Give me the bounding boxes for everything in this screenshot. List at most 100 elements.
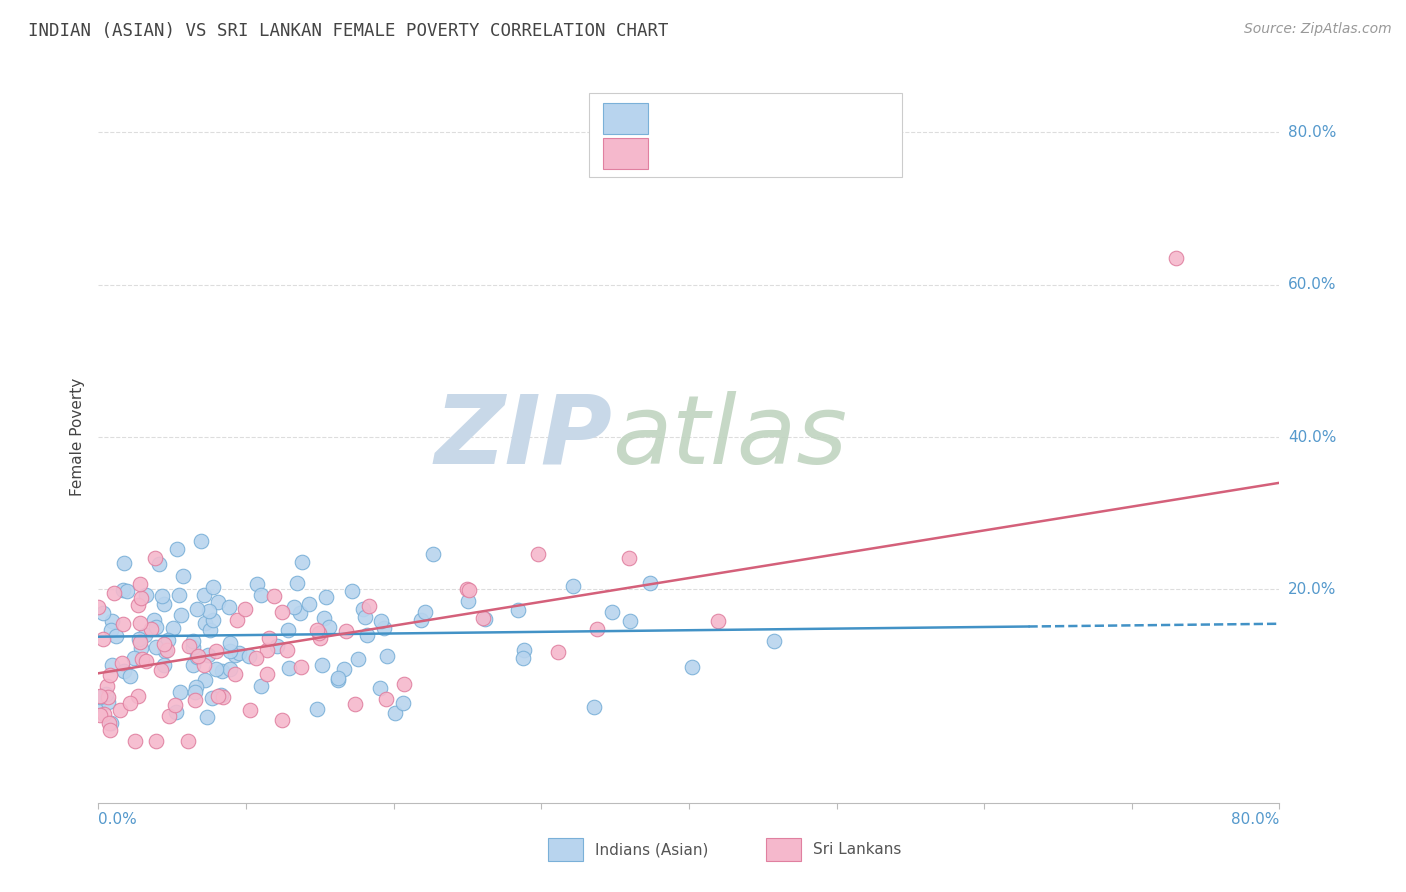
Point bbox=[271, 605, 294, 619]
Point bbox=[115, 583, 138, 598]
Point bbox=[291, 555, 314, 569]
Y-axis label: Female Poverty: Female Poverty bbox=[70, 378, 86, 496]
Point bbox=[150, 589, 173, 603]
Point bbox=[194, 673, 217, 688]
Point bbox=[101, 657, 124, 672]
Text: ZIP: ZIP bbox=[434, 391, 612, 483]
Point bbox=[135, 588, 157, 602]
Point bbox=[94, 687, 117, 701]
Point bbox=[370, 614, 392, 628]
Point bbox=[335, 624, 357, 639]
Point bbox=[513, 643, 536, 657]
Point bbox=[156, 632, 179, 647]
Point bbox=[356, 628, 378, 642]
Point bbox=[456, 582, 478, 596]
Text: 40.0%: 40.0% bbox=[1288, 430, 1336, 444]
Point bbox=[583, 700, 606, 714]
Point bbox=[184, 693, 207, 707]
Point bbox=[392, 677, 415, 691]
Point bbox=[124, 734, 146, 748]
Point bbox=[111, 616, 134, 631]
Point bbox=[198, 623, 221, 637]
Point bbox=[127, 599, 149, 613]
Point bbox=[370, 681, 392, 696]
Point bbox=[165, 706, 187, 720]
Text: N =: N = bbox=[799, 145, 835, 161]
Point bbox=[97, 716, 120, 731]
Point bbox=[226, 613, 249, 627]
Point bbox=[145, 620, 167, 634]
Point bbox=[112, 556, 135, 570]
Point bbox=[167, 588, 190, 602]
Point bbox=[184, 684, 207, 698]
Point bbox=[512, 650, 534, 665]
Point bbox=[638, 576, 661, 591]
Point bbox=[547, 645, 569, 659]
Point bbox=[89, 708, 111, 723]
Point bbox=[120, 668, 142, 682]
Point bbox=[131, 591, 153, 605]
Point bbox=[352, 602, 374, 616]
Point bbox=[457, 582, 479, 597]
Point bbox=[271, 713, 294, 727]
Text: 60.0%: 60.0% bbox=[1288, 277, 1336, 293]
Point bbox=[156, 643, 179, 657]
Point bbox=[195, 710, 218, 724]
Point bbox=[118, 696, 141, 710]
Point bbox=[91, 632, 114, 646]
Point bbox=[170, 608, 193, 623]
Point bbox=[346, 652, 368, 666]
Point bbox=[114, 664, 136, 678]
Point bbox=[128, 635, 150, 649]
Point bbox=[283, 600, 305, 615]
Point bbox=[204, 644, 226, 658]
Point bbox=[177, 639, 200, 653]
Point bbox=[128, 632, 150, 647]
FancyBboxPatch shape bbox=[603, 103, 648, 134]
Point bbox=[374, 692, 396, 706]
Point bbox=[201, 581, 224, 595]
Point bbox=[139, 622, 162, 636]
Point bbox=[153, 597, 176, 611]
Point bbox=[245, 650, 267, 665]
Point bbox=[219, 636, 242, 650]
Text: 0.0%: 0.0% bbox=[98, 812, 138, 827]
Point bbox=[309, 631, 332, 645]
Point bbox=[98, 668, 121, 682]
Point bbox=[259, 631, 281, 645]
Point bbox=[201, 690, 224, 705]
Point bbox=[474, 612, 496, 626]
Point bbox=[224, 666, 246, 681]
Text: 69: 69 bbox=[846, 145, 875, 161]
Point bbox=[169, 684, 191, 698]
Point bbox=[103, 586, 125, 600]
Point bbox=[131, 652, 153, 666]
Point bbox=[585, 622, 607, 636]
Point bbox=[308, 626, 330, 640]
Point bbox=[190, 533, 212, 548]
Point bbox=[211, 664, 233, 678]
Point bbox=[145, 640, 167, 654]
Point bbox=[166, 542, 188, 557]
Point bbox=[224, 648, 246, 662]
Point bbox=[707, 615, 730, 629]
Point bbox=[129, 576, 152, 591]
Point bbox=[763, 634, 786, 648]
Point bbox=[207, 689, 229, 703]
Point bbox=[142, 613, 165, 627]
Point bbox=[256, 643, 278, 657]
Point bbox=[186, 649, 208, 664]
Point bbox=[148, 557, 170, 571]
Point bbox=[129, 641, 152, 656]
Point bbox=[290, 660, 312, 674]
Point bbox=[100, 623, 122, 637]
Point bbox=[277, 624, 299, 638]
Point bbox=[194, 615, 217, 630]
Point bbox=[409, 613, 432, 627]
Point bbox=[193, 657, 215, 672]
Point bbox=[307, 702, 329, 716]
Point bbox=[98, 723, 121, 737]
Text: Indians (Asian): Indians (Asian) bbox=[595, 842, 709, 857]
Text: Source: ZipAtlas.com: Source: ZipAtlas.com bbox=[1244, 22, 1392, 37]
Point bbox=[340, 583, 363, 598]
